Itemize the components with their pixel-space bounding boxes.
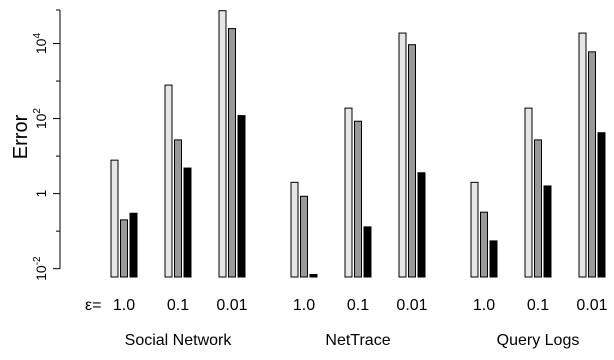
epsilon-labels: 1.0 0.1 0.01 1.0 0.1 0.01 1.0 0.1 0.01: [113, 297, 608, 314]
bar: [120, 219, 128, 278]
y-tick-label: 104: [32, 33, 49, 55]
epsilon-tick-label: 0.01: [396, 297, 427, 314]
bar: [480, 211, 488, 278]
epsilon-tick-label: 1.0: [293, 297, 315, 314]
bar: [110, 159, 119, 278]
epsilon-tick-label: 0.1: [527, 297, 549, 314]
bar: [309, 273, 318, 278]
group-label: NetTrace: [325, 332, 390, 349]
epsilon-tick-label: 0.1: [167, 297, 189, 314]
bar: [300, 195, 308, 278]
bar: [363, 226, 372, 278]
bar: [237, 115, 246, 278]
y-tick-label: 10-2: [32, 256, 49, 281]
group-label: Query Logs: [497, 332, 580, 349]
bar: [398, 32, 407, 278]
y-tick-label: 1: [33, 190, 49, 198]
bar: [489, 240, 498, 278]
bar: [174, 139, 182, 278]
epsilon-tick-label: 0.01: [576, 297, 607, 314]
group-labels: Social Network NetTrace Query Logs: [125, 332, 580, 349]
bar: [524, 107, 533, 278]
bar: [290, 181, 299, 278]
y-axis-label: Error: [10, 114, 32, 159]
bar: [417, 172, 426, 278]
bar: [354, 120, 362, 278]
group-label: Social Network: [125, 332, 233, 349]
bar: [543, 185, 552, 278]
bar: [344, 107, 353, 278]
epsilon-tick-label: 1.0: [113, 297, 135, 314]
epsilon-tick-label: 0.1: [347, 297, 369, 314]
epsilon-tick-label: 1.0: [473, 297, 495, 314]
y-axis: 10-2 1 102 104: [32, 9, 61, 281]
bars: [110, 10, 606, 278]
epsilon-prefix-label: ε=: [85, 297, 101, 314]
bar: [588, 51, 596, 278]
bar: [534, 139, 542, 278]
bar: [597, 132, 606, 278]
bar: [228, 28, 236, 278]
bar: [218, 10, 227, 278]
bar: [164, 84, 173, 278]
bar: [578, 32, 587, 278]
y-tick-label: 102: [32, 108, 49, 130]
bar: [470, 181, 479, 278]
bar: [129, 212, 138, 278]
epsilon-tick-label: 0.01: [216, 297, 247, 314]
bar: [408, 44, 416, 278]
bar: [183, 167, 192, 278]
